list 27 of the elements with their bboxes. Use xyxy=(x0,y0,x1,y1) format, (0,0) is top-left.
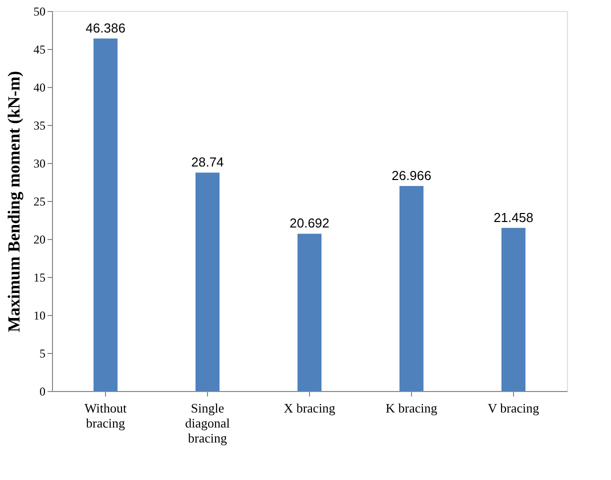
data-label: 46.386 xyxy=(86,20,126,36)
bar xyxy=(196,172,220,391)
bar xyxy=(94,38,118,391)
data-label: 28.74 xyxy=(191,154,224,170)
y-tick-label: 30 xyxy=(34,156,46,170)
y-tick-label: 25 xyxy=(34,194,46,208)
x-tick-label: Without bracing xyxy=(84,400,127,430)
data-label: 26.966 xyxy=(392,168,432,184)
bar xyxy=(298,234,322,391)
x-tick-label: X bracing xyxy=(284,400,336,416)
y-tick-label: 20 xyxy=(34,232,46,246)
bar xyxy=(501,228,526,391)
y-axis-title: Maximum Bending moment (kN-m) xyxy=(4,70,24,332)
y-tick-label: 35 xyxy=(34,118,46,132)
data-label: 21.458 xyxy=(494,210,534,225)
bar xyxy=(399,186,424,391)
y-tick-label: 5 xyxy=(40,346,46,360)
y-tick-label: 45 xyxy=(34,42,46,56)
y-tick-label: 50 xyxy=(34,4,46,18)
data-label: 20.692 xyxy=(290,216,330,231)
y-tick-label: 15 xyxy=(34,270,46,284)
y-tick-label: 40 xyxy=(34,80,46,94)
y-tick-label: 10 xyxy=(34,308,46,322)
x-tick-label: Single diagonal bracing xyxy=(185,400,230,446)
x-tick-label: V bracing xyxy=(488,400,540,416)
x-tick-label: K bracing xyxy=(386,400,438,416)
y-tick-label: 0 xyxy=(40,384,46,398)
